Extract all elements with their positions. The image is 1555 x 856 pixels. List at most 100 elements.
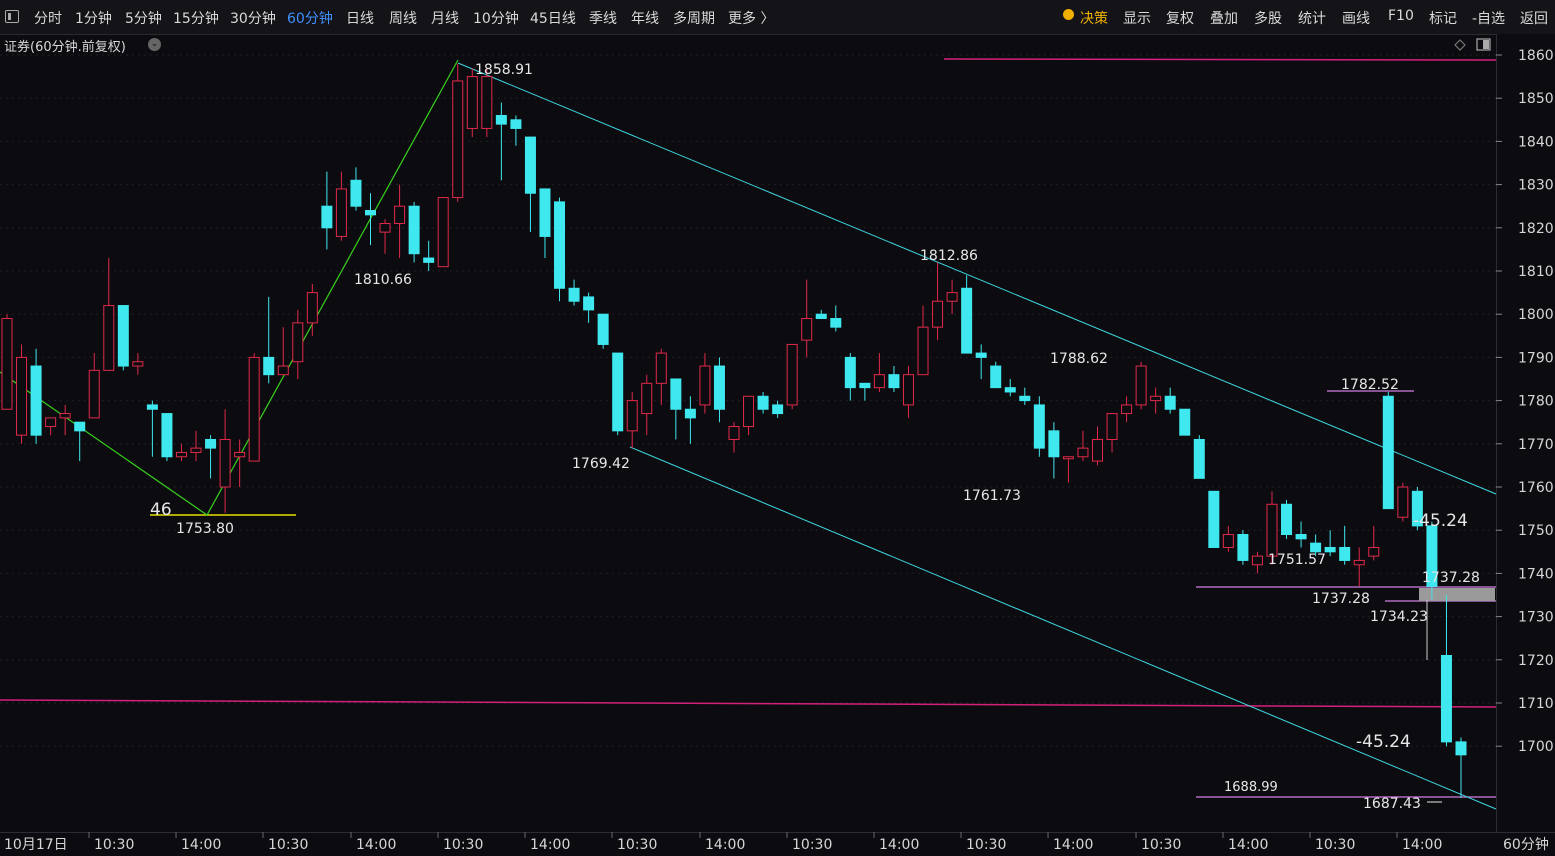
candle-body[interactable]	[1048, 430, 1060, 458]
toolbar-item[interactable]: 10分钟	[473, 11, 519, 27]
candle-body[interactable]	[495, 114, 507, 125]
candle-body[interactable]	[801, 318, 813, 341]
toolbar-item[interactable]: 更多 〉	[728, 11, 775, 27]
toolbar-item[interactable]: 分时	[34, 11, 62, 27]
toolbar-item[interactable]: 多周期	[673, 11, 715, 27]
channel-upper-line[interactable]	[457, 62, 1497, 495]
toolbar-item[interactable]: 5分钟	[125, 11, 162, 27]
candle-body[interactable]	[1397, 486, 1409, 518]
toolbar-item[interactable]: 60分钟	[287, 11, 333, 27]
candle-body[interactable]	[568, 287, 580, 302]
support-line[interactable]	[0, 699, 1497, 708]
candle-body[interactable]	[161, 413, 173, 458]
candle-body[interactable]	[321, 205, 333, 229]
chevron-down-icon[interactable]: ⌄	[148, 38, 161, 51]
candle-body[interactable]	[175, 451, 187, 458]
candle-body[interactable]	[1, 318, 13, 410]
channel-lower-line[interactable]	[629, 446, 1497, 810]
resistance-line[interactable]	[943, 58, 1497, 61]
candle-body[interactable]	[74, 421, 86, 432]
candle-body[interactable]	[772, 404, 784, 415]
candle-body[interactable]	[292, 322, 304, 363]
candle-body[interactable]	[1004, 387, 1016, 393]
toolbar-item[interactable]: 日线	[346, 11, 374, 27]
candle-body[interactable]	[452, 80, 464, 199]
toolbar-item[interactable]: 周线	[389, 11, 417, 27]
toolbar-item[interactable]: F10	[1388, 8, 1414, 24]
candle-body[interactable]	[757, 395, 769, 410]
candle-body[interactable]	[394, 205, 406, 224]
candle-body[interactable]	[1077, 447, 1089, 458]
candle-body[interactable]	[1193, 438, 1205, 479]
candle-body[interactable]	[554, 201, 566, 289]
candle-body[interactable]	[1281, 503, 1293, 536]
candle-body[interactable]	[1150, 395, 1162, 402]
candle-body[interactable]	[990, 365, 1002, 389]
layout-icon[interactable]	[1476, 38, 1491, 51]
candle-body[interactable]	[961, 287, 973, 354]
candle-body[interactable]	[728, 426, 740, 440]
candle-body[interactable]	[830, 318, 842, 328]
candle-body[interactable]	[975, 352, 987, 358]
candle-body[interactable]	[815, 313, 827, 320]
toolbar-item[interactable]: 画线	[1342, 11, 1370, 27]
candle-body[interactable]	[1310, 542, 1322, 553]
candle-body[interactable]	[1324, 546, 1336, 553]
candle-body[interactable]	[1426, 525, 1438, 587]
candle-body[interactable]	[670, 378, 682, 410]
candle-body[interactable]	[45, 417, 57, 428]
candle-body[interactable]	[1062, 456, 1074, 460]
candle-body[interactable]	[873, 374, 885, 389]
candle-body[interactable]	[16, 356, 28, 436]
candle-body[interactable]	[59, 413, 71, 419]
toolbar-item[interactable]: 45日线	[530, 11, 576, 27]
candle-body[interactable]	[365, 210, 376, 216]
candle-body[interactable]	[626, 400, 638, 432]
candle-body[interactable]	[335, 188, 347, 237]
toolbar-item[interactable]: 1分钟	[75, 11, 112, 27]
candle-body[interactable]	[1339, 546, 1351, 561]
toolbar-item[interactable]: 年线	[631, 11, 659, 27]
toolbar-item[interactable]: 返回	[1520, 11, 1548, 27]
candle-body[interactable]	[1135, 365, 1147, 406]
candle-body[interactable]	[248, 356, 260, 462]
candle-body[interactable]	[844, 356, 856, 389]
candle-body[interactable]	[132, 361, 144, 367]
candle-body[interactable]	[306, 292, 318, 324]
candle-body[interactable]	[510, 119, 522, 129]
candle-body[interactable]	[1208, 490, 1220, 548]
candle-body[interactable]	[263, 356, 275, 376]
candle-body[interactable]	[917, 326, 929, 376]
candle-body[interactable]	[786, 343, 798, 406]
candle-body[interactable]	[437, 197, 449, 268]
candle-body[interactable]	[1092, 438, 1103, 462]
candle-body[interactable]	[888, 374, 900, 389]
candle-body[interactable]	[1266, 503, 1278, 557]
candle-body[interactable]	[1019, 395, 1031, 402]
toolbar-item[interactable]: 叠加	[1210, 11, 1238, 27]
candle-body[interactable]	[350, 179, 362, 207]
candle-body[interactable]	[713, 365, 725, 410]
toolbar-item[interactable]: 多股	[1254, 11, 1282, 27]
toolbar-item[interactable]: 统计	[1298, 11, 1326, 27]
toolbar-item[interactable]: 季线	[589, 11, 617, 27]
candle-body[interactable]	[1295, 534, 1307, 540]
candle-body[interactable]	[408, 205, 420, 255]
candle-body[interactable]	[583, 296, 595, 311]
toolbar-item[interactable]: 标记	[1429, 11, 1457, 27]
candle-body[interactable]	[234, 451, 246, 458]
panel-toggle-icon[interactable]	[5, 10, 19, 23]
candle-body[interactable]	[684, 408, 696, 419]
candle-body[interactable]	[1121, 404, 1133, 415]
candle-body[interactable]	[699, 365, 711, 406]
candle-body[interactable]	[743, 395, 755, 428]
candle-body[interactable]	[1455, 741, 1467, 756]
candle-body[interactable]	[612, 352, 624, 432]
candle-body[interactable]	[1368, 546, 1380, 557]
candle-body[interactable]	[524, 136, 536, 194]
candle-body[interactable]	[117, 305, 129, 367]
candle-body[interactable]	[423, 257, 435, 263]
candle-body[interactable]	[946, 292, 958, 302]
toolbar-item[interactable]: 复权	[1166, 11, 1194, 27]
